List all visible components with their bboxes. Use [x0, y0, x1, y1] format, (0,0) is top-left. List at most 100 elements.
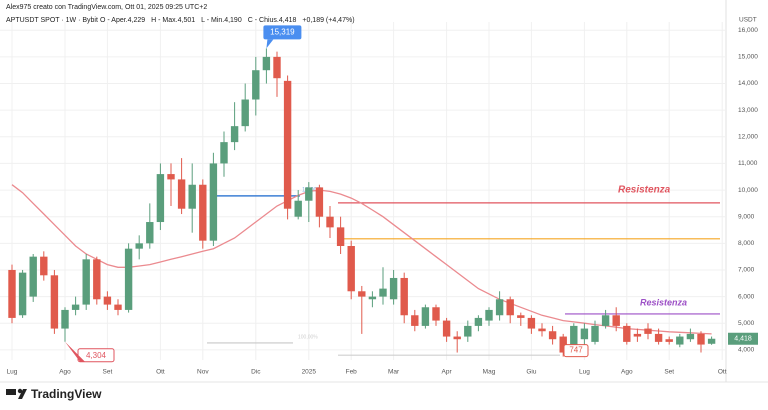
candle-body: [146, 222, 154, 244]
candle-body: [135, 243, 143, 249]
low-callout-box: [563, 344, 589, 358]
level-label: 100,00%: [298, 334, 318, 340]
candle-body: [559, 336, 567, 353]
y-tick-label: 5,000: [738, 320, 755, 327]
ohlc-item: H - Max.4,501: [151, 17, 195, 24]
candle-body: [358, 291, 366, 297]
ohlc-item: C - Chius.4,418: [248, 17, 297, 24]
candle-body: [570, 325, 578, 353]
y-tick-label: 15,000: [738, 54, 758, 61]
candle-body: [283, 80, 292, 209]
callout-box: [263, 25, 302, 40]
callout-pointer: [266, 39, 274, 49]
candle-body: [368, 296, 377, 300]
candle-body: [82, 259, 90, 305]
candle-body: [262, 56, 271, 71]
symbol: APTUSDT SPOT · 1W · Bybit: [6, 17, 98, 24]
candle-body: [538, 328, 546, 332]
candle-body: [400, 277, 408, 316]
x-tick-label: Set: [103, 369, 113, 376]
candle-body: [114, 304, 122, 310]
candle-body: [167, 174, 175, 180]
candle-body: [707, 338, 716, 344]
y-tick-label: 16,000: [738, 27, 758, 34]
candle-body: [103, 296, 112, 305]
level-label: Resistenza: [618, 184, 671, 195]
candle-body: [379, 288, 387, 297]
x-tick-label: Giu: [526, 369, 537, 376]
candle-body: [273, 56, 281, 79]
candle-body: [421, 307, 430, 326]
candle-body: [644, 328, 652, 334]
x-tick-label: Lug: [579, 369, 590, 376]
candle-body: [453, 336, 461, 340]
callout-label: 4,304: [86, 351, 107, 360]
candle-body: [305, 187, 313, 201]
candle-body: [199, 184, 207, 241]
candle-body: [326, 216, 334, 228]
candle-body: [665, 339, 673, 342]
x-tick-label: Ott: [156, 369, 165, 376]
candle-body: [506, 299, 514, 316]
candle-body: [336, 227, 345, 247]
candle-body: [548, 331, 557, 340]
low-callout-label: 747: [569, 346, 583, 355]
y-tick-label: 13,000: [738, 107, 758, 114]
ohlc-item: L - Min.4,190: [201, 17, 242, 24]
candle-body: [442, 320, 451, 337]
x-tick-label: Apr: [442, 369, 453, 376]
callout: 15,319: [263, 25, 302, 49]
candle-body: [156, 174, 165, 223]
candle-body: [294, 200, 302, 217]
candle-body: [432, 307, 440, 321]
candle-body: [676, 336, 684, 345]
candle-body: [29, 256, 37, 297]
candle-body: [623, 325, 631, 342]
author-line: Alex975 creato con TradingView.com, Ott …: [6, 4, 207, 11]
candle-body: [580, 328, 589, 340]
candle-body: [612, 315, 620, 326]
last-price-label: 4,418: [734, 336, 752, 343]
axis-unit: USDT: [739, 17, 757, 24]
x-tick-label: Ago: [59, 369, 71, 376]
candle-body: [495, 299, 504, 316]
candle-body: [474, 317, 483, 326]
candle-body: [591, 325, 599, 342]
candle-body: [347, 246, 355, 292]
candle-body: [124, 248, 133, 310]
x-tick-label: 2025: [302, 369, 317, 376]
x-tick-label: Mar: [388, 369, 400, 376]
candle-body: [697, 333, 705, 345]
x-tick-label: Feb: [346, 369, 358, 376]
candle-body: [18, 272, 27, 316]
x-tick-label: Set: [664, 369, 674, 376]
x-tick-label: Dic: [251, 369, 261, 376]
level-label: Resistenza: [640, 297, 687, 307]
candle-body: [315, 187, 324, 217]
candle-body: [252, 70, 260, 100]
callout-label: 15,319: [270, 28, 295, 37]
ohlc-item: O - Aper.4,229: [100, 17, 145, 24]
candle-body: [93, 259, 101, 300]
y-tick-label: 7,000: [738, 267, 755, 274]
candle-body: [188, 184, 196, 209]
candle-body: [411, 315, 419, 326]
candle-body: [527, 317, 536, 329]
last-price-tag: [728, 332, 758, 345]
y-tick-label: 9,000: [738, 213, 755, 220]
y-tick-label: 10,000: [738, 187, 758, 194]
y-tick-label: 4,000: [738, 347, 755, 354]
ohlc-item: +0,189 (+4,47%): [302, 17, 354, 24]
candle-body: [389, 277, 398, 300]
candle-body: [209, 163, 218, 241]
candle-body: [230, 126, 239, 143]
candle-body: [485, 309, 493, 321]
brand-logo: [6, 388, 27, 399]
x-tick-label: Lug: [7, 369, 18, 376]
callout-pointer: [65, 341, 85, 362]
x-tick-label: Ago: [621, 369, 633, 376]
y-tick-label: 8,000: [738, 240, 755, 247]
candle-body: [241, 99, 249, 127]
